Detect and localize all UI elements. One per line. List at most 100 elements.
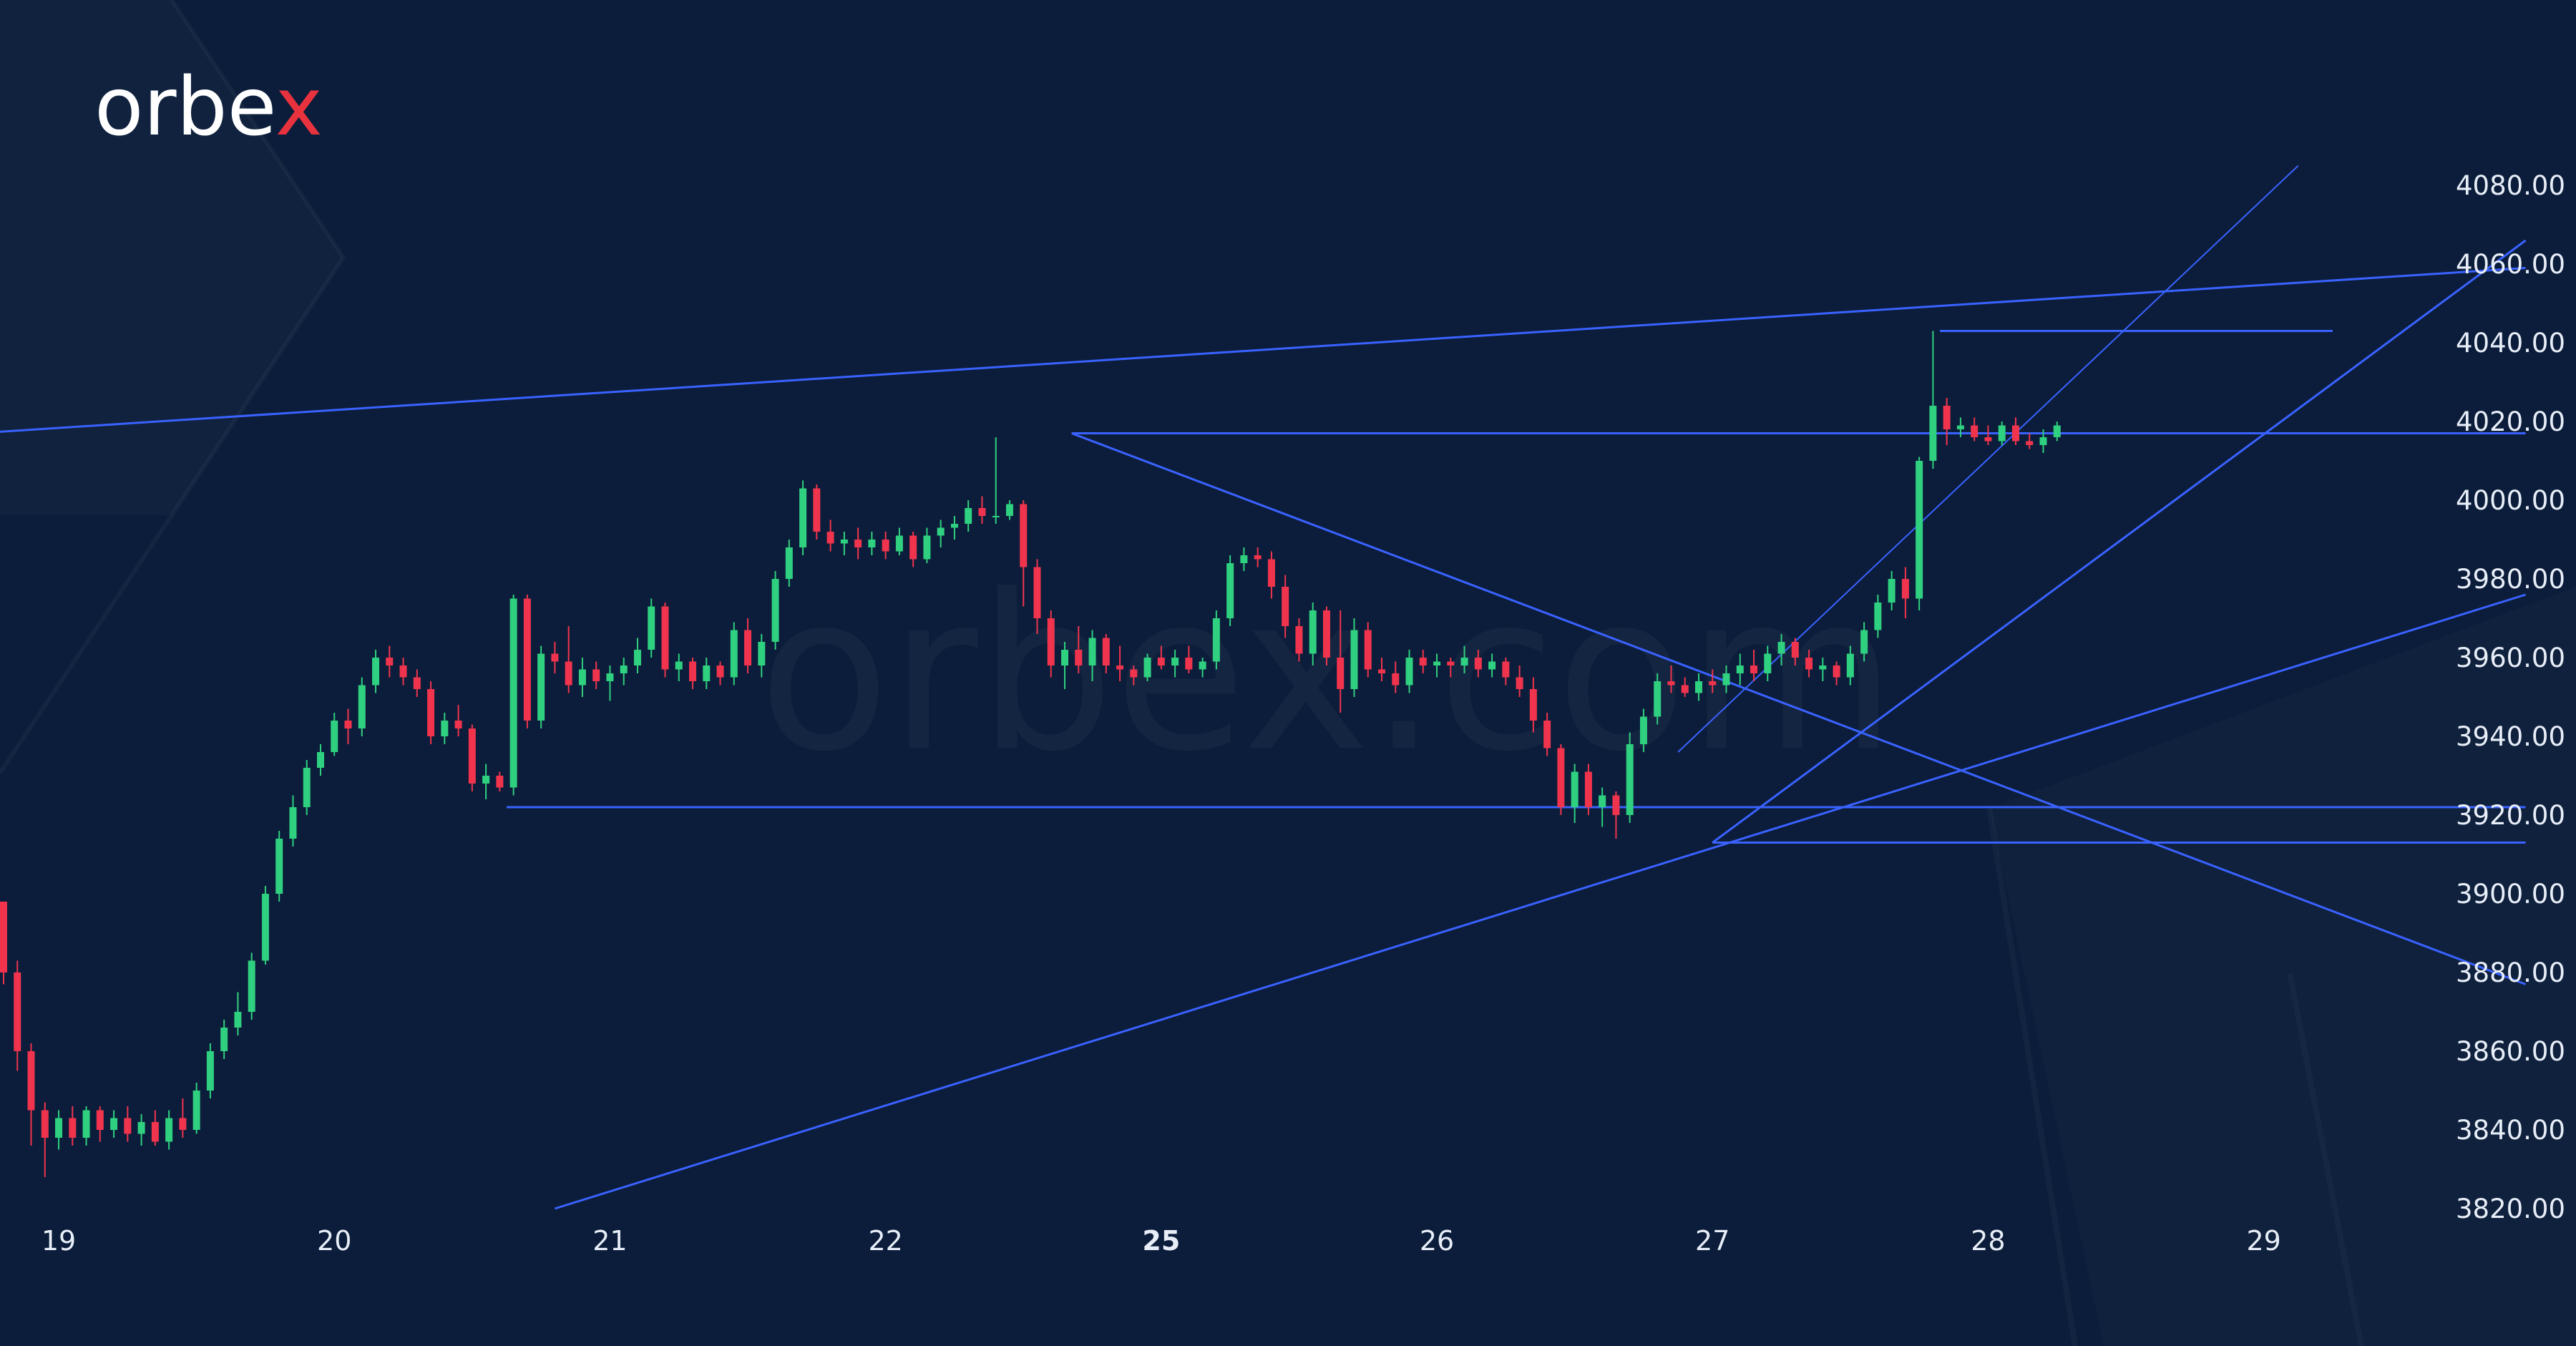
candle (220, 1020, 228, 1059)
candle (606, 665, 614, 701)
candle (509, 595, 517, 796)
price-tick-label: 4080.00 (2456, 170, 2565, 201)
candle (1240, 547, 1248, 571)
candle (1254, 547, 1262, 567)
price-tick-label: 4060.00 (2456, 249, 2565, 280)
date-tick-label: 26 (1420, 1225, 1454, 1257)
candle-body (69, 1118, 77, 1138)
candle-body (344, 721, 352, 728)
candle (427, 681, 435, 744)
candle (1157, 645, 1165, 670)
candle (1901, 567, 1909, 618)
candle-body (1654, 681, 1662, 717)
candle-body (1116, 665, 1124, 670)
candle (661, 603, 669, 678)
candle (771, 571, 779, 650)
candle (2011, 417, 2019, 445)
candle-body (785, 547, 793, 579)
candle-body (2026, 441, 2034, 445)
price-tick-label: 3900.00 (2456, 879, 2565, 909)
candle-body (0, 902, 7, 972)
candle (289, 795, 297, 847)
candle (565, 626, 572, 693)
candle (1529, 677, 1537, 733)
candle (909, 532, 917, 567)
candle (1846, 645, 1854, 686)
candle (1599, 787, 1606, 827)
candle-body (248, 960, 255, 1012)
candle-body (427, 689, 435, 736)
candle-body (840, 540, 848, 544)
candle-body (895, 535, 903, 552)
candle (124, 1106, 132, 1142)
candle-body (950, 524, 958, 528)
candle-body (1240, 555, 1248, 563)
candle (1998, 421, 2006, 445)
candle-body (1667, 681, 1675, 686)
candle (441, 713, 449, 744)
candle-body (1929, 406, 1937, 461)
candle-body (1075, 650, 1083, 665)
candle (1681, 677, 1689, 697)
candle (648, 598, 655, 658)
candle (234, 992, 242, 1035)
candle (1392, 661, 1400, 693)
candle (55, 1110, 63, 1150)
candle-body (1020, 504, 1028, 567)
candle-body (331, 721, 338, 752)
price-tick-label: 3920.00 (2456, 800, 2565, 831)
candle (192, 1083, 200, 1134)
candle-body (1337, 658, 1345, 689)
candle-body (799, 488, 807, 547)
candle-body (1433, 661, 1441, 665)
price-tick-label: 3880.00 (2456, 957, 2565, 988)
candle-body (1143, 658, 1151, 678)
candle-body (1405, 658, 1413, 686)
candle-body (1005, 504, 1013, 516)
candle (1116, 645, 1124, 681)
candle (344, 708, 352, 744)
candle-body (523, 598, 531, 721)
candle-body (661, 606, 669, 670)
price-tick-label: 3840.00 (2456, 1115, 2565, 1146)
candle-body (633, 650, 641, 665)
candle-body (1805, 658, 1813, 670)
candle (1777, 634, 1785, 665)
candle-body (1474, 658, 1482, 670)
candle-body (937, 527, 945, 536)
candle-body (1516, 677, 1523, 689)
candle-body (372, 658, 380, 686)
candle-body (303, 768, 311, 807)
candle-body (1254, 555, 1262, 560)
candle (1322, 606, 1330, 665)
trendline (1071, 432, 2527, 985)
candle-body (992, 516, 1000, 517)
candle (633, 638, 641, 673)
date-axis: 19 20 21 22 25 26 27 28 29 (42, 1225, 2281, 1257)
candle-body (1626, 744, 1634, 815)
candle (1047, 610, 1055, 678)
candle-body (509, 598, 517, 788)
candles-layer (0, 331, 2061, 1177)
candle (372, 650, 380, 693)
candle-body (1185, 658, 1193, 670)
candle (1916, 457, 1923, 610)
candle (1516, 665, 1523, 697)
candle-body (179, 1118, 187, 1130)
candle (151, 1110, 159, 1146)
candle-body (14, 972, 21, 1051)
candle-body (1874, 603, 1882, 630)
candle (1350, 618, 1358, 697)
candle-body (909, 535, 917, 560)
candle (882, 532, 889, 560)
candle-body (1447, 661, 1455, 665)
candle-body (482, 776, 490, 784)
candle-body (165, 1118, 173, 1142)
candle (1378, 658, 1385, 681)
candle (0, 902, 7, 985)
candle-body (55, 1118, 63, 1138)
candle-body (1130, 669, 1138, 678)
candle-body (578, 669, 586, 686)
candle (799, 480, 807, 555)
candle (1557, 744, 1565, 815)
